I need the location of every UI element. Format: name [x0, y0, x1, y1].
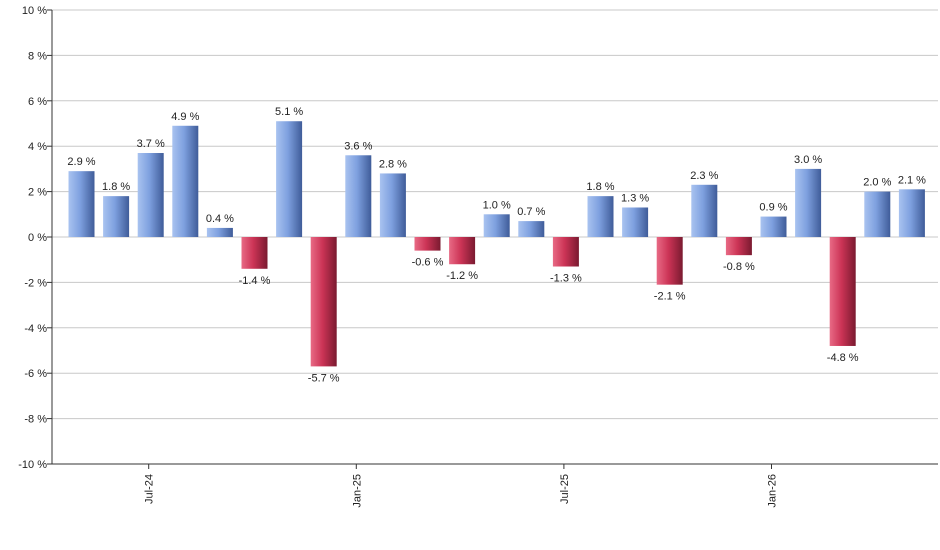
bar [379, 173, 406, 237]
bar [449, 237, 476, 265]
y-tick-label: -4 % [24, 323, 47, 335]
bar [483, 214, 510, 237]
data-label: -0.6 % [412, 257, 444, 269]
bar [137, 153, 164, 237]
y-tick-label: 2 % [28, 187, 47, 199]
data-label: 2.0 % [863, 177, 891, 189]
x-tick-label: Jul-24 [144, 474, 156, 504]
data-label: -4.8 % [827, 352, 859, 364]
data-label: -2.1 % [654, 291, 686, 303]
x-tick-label: Jan-26 [767, 474, 779, 508]
bar [898, 189, 925, 237]
data-label: -1.4 % [239, 275, 271, 287]
data-label: 1.0 % [483, 199, 511, 211]
bar [276, 121, 303, 237]
data-label: 3.6 % [344, 140, 372, 152]
y-tick-label: -8 % [24, 414, 47, 426]
bar [68, 171, 95, 237]
data-label: 3.7 % [137, 138, 165, 150]
data-label: 0.7 % [517, 206, 545, 218]
bar [795, 168, 822, 237]
data-label: 1.3 % [621, 192, 649, 204]
bar [622, 207, 649, 237]
y-tick-label: 10 % [22, 5, 47, 17]
bar [310, 237, 337, 367]
bar [760, 216, 787, 237]
data-label: 3.0 % [794, 154, 822, 166]
y-tick-label: 6 % [28, 96, 47, 108]
data-label: 0.9 % [759, 202, 787, 214]
bar [414, 237, 441, 251]
data-label: 4.9 % [171, 111, 199, 123]
bar [172, 125, 199, 237]
data-label: 2.8 % [379, 158, 407, 170]
data-label: -5.7 % [308, 372, 340, 384]
bar [518, 221, 545, 237]
data-label: 2.9 % [67, 156, 95, 168]
bar [206, 227, 233, 237]
data-label: 1.8 % [102, 181, 130, 193]
bars [68, 121, 925, 367]
bar [829, 237, 856, 346]
bar [691, 184, 718, 237]
bar [345, 155, 372, 237]
y-tick-label: -6 % [24, 368, 47, 380]
data-label: -1.2 % [446, 270, 478, 282]
bar [725, 237, 752, 256]
y-tick-label: 4 % [28, 141, 47, 153]
data-label: 2.3 % [690, 170, 718, 182]
y-tick-label: -2 % [24, 277, 47, 289]
y-axis-labels: 10 % 8 % 6 % 4 % 2 % 0 % -2 % -4 % -6 % -8 % -10 % [18, 5, 52, 471]
x-tick-label: Jul-25 [559, 474, 571, 504]
bar [587, 196, 614, 237]
x-axis: Jul-24 Jan-25 Jul-25 Jan-26 [51, 10, 938, 508]
bar [103, 196, 130, 237]
y-tick-label: 8 % [28, 50, 47, 62]
y-tick-label: 0 % [28, 232, 47, 244]
data-label: 1.8 % [586, 181, 614, 193]
bar [241, 237, 268, 269]
x-tick-label: Jan-25 [351, 474, 363, 508]
data-label: 2.1 % [898, 174, 926, 186]
bar [552, 237, 579, 267]
data-label: -0.8 % [723, 261, 755, 273]
data-labels: 2.9 % 1.8 % 3.7 % 4.9 % 0.4 % -1.4 % 5.1 % -5.7… [67, 106, 926, 384]
y-tick-label: -10 % [18, 459, 47, 471]
data-label: -1.3 % [550, 273, 582, 285]
bar [864, 191, 891, 237]
data-label: 0.4 % [206, 213, 234, 225]
bar [656, 237, 683, 285]
data-label: 5.1 % [275, 106, 303, 118]
